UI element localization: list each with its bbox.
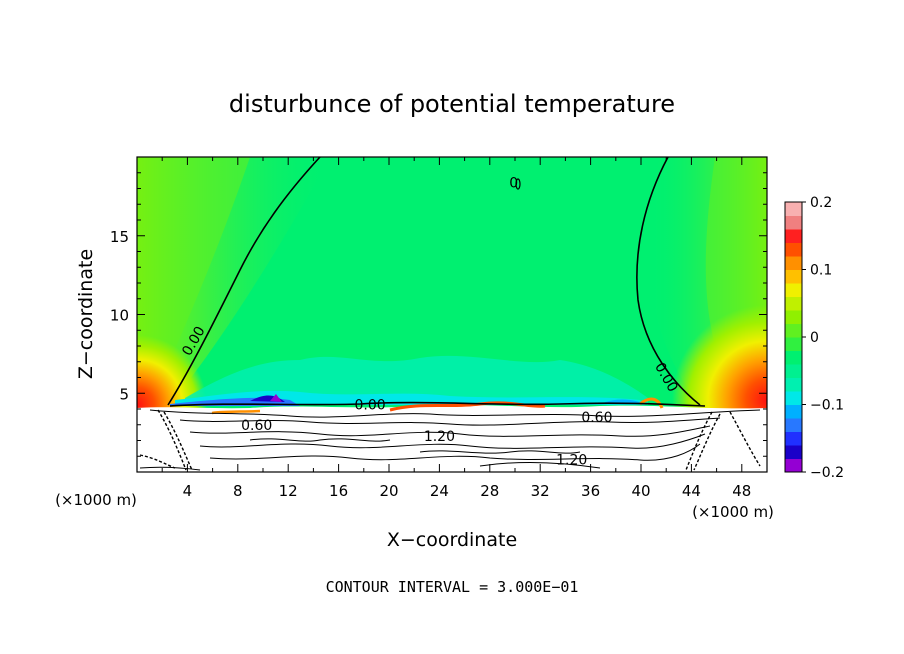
y-tick-label: 5 [119,385,129,403]
colorbar-ticks: 0.2 0.1 0 −0.1 −0.2 [802,195,844,481]
x-tick-label: 8 [233,482,243,500]
left-warm-anomaly [137,250,217,410]
y-tick-label: 10 [110,307,129,325]
x-unit-left: (×1000 m) [55,491,137,509]
x-tick-label: 32 [531,482,550,500]
orange-edge-left [211,409,261,415]
right-warm-anomaly [670,250,767,410]
colorbar-swatch [785,283,802,297]
colorbar-swatch [785,269,802,284]
colorbar-swatch [785,310,802,324]
colorbar [785,202,802,473]
contour-lines-lower [139,409,761,471]
colorbar-swatch [785,215,802,230]
cool-cyan-strip [175,390,645,405]
x-tick-label: 20 [379,482,398,500]
x-tick-label: 36 [581,482,600,500]
x-tick-label: 28 [480,482,499,500]
x-tick-label: 40 [631,482,650,500]
colorbar-tick-label: 0 [810,330,819,346]
colorbar-tick-label: −0.2 [810,465,844,481]
x-tick-label: 12 [279,482,298,500]
cold-core [270,394,282,402]
colorbar-swatch [785,350,802,365]
colorbar-tick-label: 0.1 [810,263,832,279]
x-axis-ticks: 4 8 12 16 20 24 28 32 36 40 44 48 [161,157,751,500]
colorbar-swatch [785,431,802,446]
colorbar-swatch [785,323,802,338]
colorbar-swatch [785,377,802,392]
zero-contour-surface [169,401,706,407]
colorbar-swatch [785,364,802,378]
contour-label: 1.20 [556,453,587,469]
y-axis-ticks: 5 10 15 [110,172,767,457]
colorbar-swatch [785,202,802,216]
colorbar-swatch [785,418,802,432]
x-axis-label: X−coordinate [387,529,517,551]
colorbar-swatch [785,391,802,405]
x-tick-label: 16 [329,482,348,500]
x-tick-label: 4 [183,482,193,500]
colorbar-swatch [785,296,802,311]
plot-field: 0.000.000.000.601.200.601.200 [137,157,767,472]
y-tick-label: 15 [110,228,129,246]
colorbar-swatch [785,242,802,257]
colorbar-swatch [785,404,802,419]
colorbar-swatch [785,229,802,243]
contour-lines-dense [139,409,761,471]
colorbar-swatch [785,337,802,351]
x-tick-label: 48 [732,482,751,500]
colorbar-swatch [785,458,802,473]
colorbar-swatch [785,256,802,270]
colorbar-swatch [785,445,802,459]
chart-title: disturbunce of potential temperature [229,90,675,118]
contour-label: 0.60 [581,410,612,426]
x-tick-label: 24 [430,482,449,500]
zero-contour-left [167,157,321,406]
contour-label: 1.20 [424,429,455,445]
contour-label: 0.00 [355,397,386,413]
zero-contour-right [636,157,701,406]
colorbar-tick-label: −0.1 [810,398,844,414]
contour-interval-note: CONTOUR INTERVAL = 3.000E−01 [326,578,579,596]
y-axis-label: Z−coordinate [75,249,97,379]
orange-edge-right [639,397,664,409]
contour-label: 0.60 [241,418,272,434]
x-unit-right: (×1000 m) [692,503,774,521]
zero-contour-closed [515,178,521,190]
colorbar-tick-label: 0.2 [810,195,832,211]
contour-label: 0 [509,175,518,191]
x-tick-label: 44 [682,482,701,500]
